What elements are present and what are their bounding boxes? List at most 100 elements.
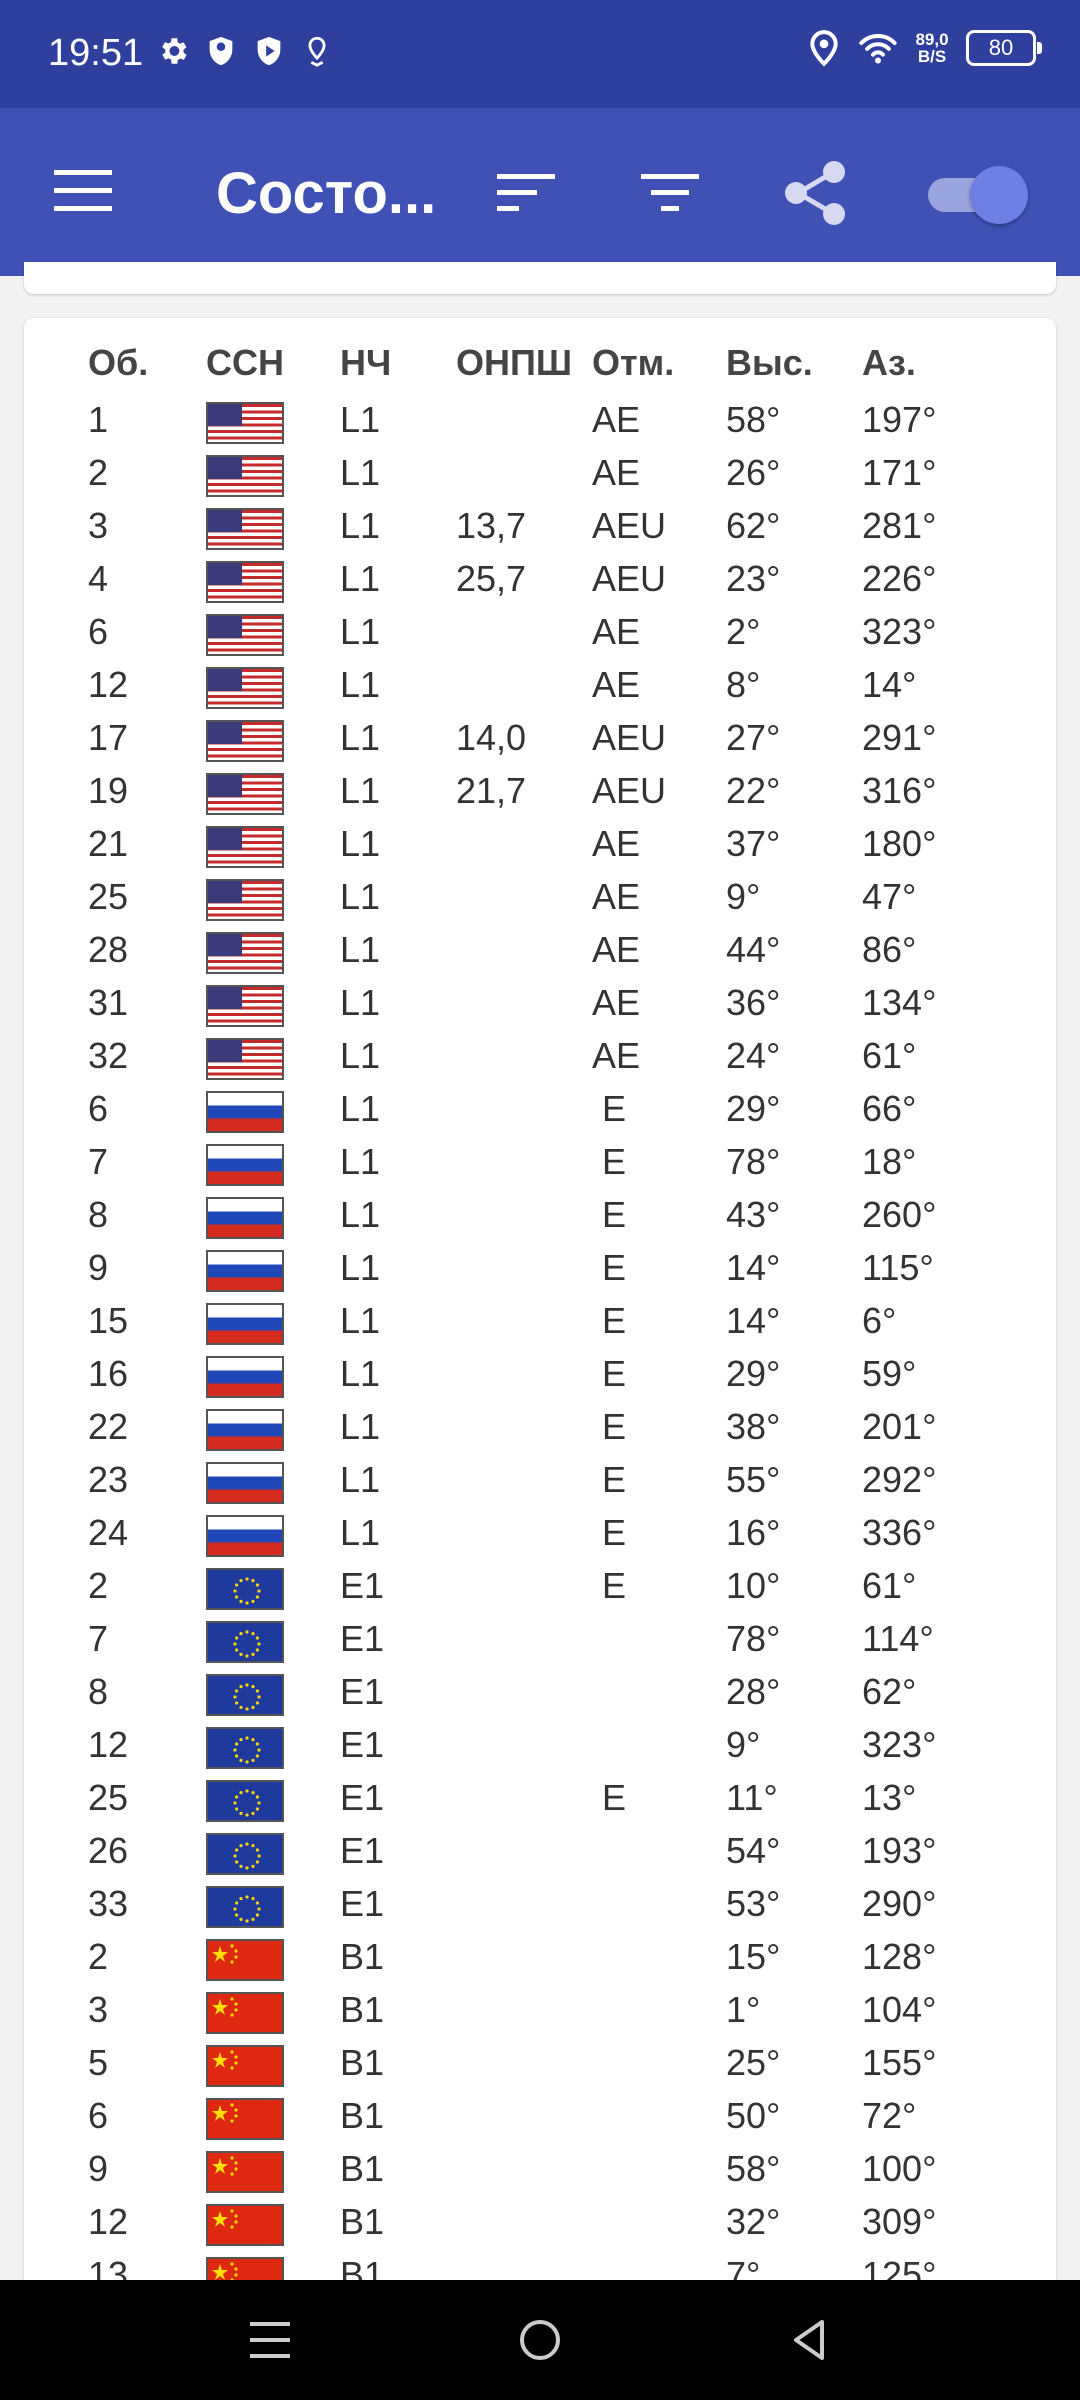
elevation: 22° xyxy=(726,770,781,811)
table-row[interactable]: 22 L1 E 38° 201° xyxy=(24,1402,1056,1455)
frequency-band: L1 xyxy=(340,929,381,970)
network-speed-unit: B/S xyxy=(917,47,947,66)
table-row[interactable]: 28 L1 AE 44° 86° xyxy=(24,925,1056,978)
recents-icon[interactable] xyxy=(244,2314,296,2366)
header-snr[interactable]: ОНПШ xyxy=(456,342,573,383)
eu-flag-icon xyxy=(206,1621,284,1663)
toggle-switch[interactable] xyxy=(924,166,1028,224)
shield-icon xyxy=(209,36,233,66)
table-row[interactable]: 32 L1 AE 24° 61° xyxy=(24,1031,1056,1084)
table-row[interactable]: 9 L1 E 14° 115° xyxy=(24,1243,1056,1296)
header-band[interactable]: НЧ xyxy=(340,342,392,383)
mark-flags: E xyxy=(602,1247,627,1288)
table-row[interactable]: 7 E1 78° 114° xyxy=(24,1614,1056,1667)
usa-flag-icon xyxy=(206,826,284,868)
mark-flags: AE xyxy=(592,929,641,970)
page-title: Состо... xyxy=(216,161,437,226)
table-row[interactable]: 4 L1 25,7 AEU 23° 226° xyxy=(24,554,1056,607)
table-row[interactable]: 24 L1 E 16° 336° xyxy=(24,1508,1056,1561)
table-row[interactable]: 26 E1 54° 193° xyxy=(24,1826,1056,1879)
table-row[interactable]: 25 L1 AE 9° 47° xyxy=(24,872,1056,925)
elevation: 27° xyxy=(726,717,781,758)
menu-icon[interactable] xyxy=(54,170,112,212)
mark-flags: AEU xyxy=(592,505,667,546)
usa-flag-icon xyxy=(206,614,284,656)
usa-flag-icon xyxy=(206,667,284,709)
elevation: 62° xyxy=(726,505,781,546)
satellite-number: 9 xyxy=(88,2148,109,2189)
satellite-status-card: Об. ССН НЧ ОНПШ Отм. Выс. Аз. 1 L1 AE 58° 197° 2 L1 AE… xyxy=(24,318,1056,2400)
azimuth: 61° xyxy=(862,1035,917,1076)
table-row[interactable]: 6 L1 AE 2° 323° xyxy=(24,607,1056,660)
azimuth: 201° xyxy=(862,1406,937,1447)
back-icon[interactable] xyxy=(784,2314,836,2366)
mark-flags: AEU xyxy=(592,717,667,758)
signal-noise: 25,7 xyxy=(456,558,527,599)
mark-flags: E xyxy=(602,1406,627,1447)
battery-icon: 80 xyxy=(966,30,1042,66)
azimuth: 323° xyxy=(862,611,937,652)
table-row[interactable]: 6 B1 50° 72° xyxy=(24,2091,1056,2144)
table-row[interactable]: 3 B1 1° 104° xyxy=(24,1985,1056,2038)
table-row[interactable]: 12 E1 9° 323° xyxy=(24,1720,1056,1773)
sort-icon[interactable] xyxy=(497,172,555,214)
table-row[interactable]: 16 L1 E 29° 59° xyxy=(24,1349,1056,1402)
table-row[interactable]: 2 E1 E 10° 61° xyxy=(24,1561,1056,1614)
frequency-band: L1 xyxy=(340,1035,381,1076)
table-row[interactable]: 8 E1 28° 62° xyxy=(24,1667,1056,1720)
table-row[interactable]: 5 B1 25° 155° xyxy=(24,2038,1056,2091)
satellite-number: 17 xyxy=(88,717,129,758)
header-azimuth[interactable]: Аз. xyxy=(862,342,916,383)
usa-flag-icon xyxy=(206,508,284,550)
table-row[interactable]: 33 E1 53° 290° xyxy=(24,1879,1056,1932)
frequency-band: L1 xyxy=(340,505,381,546)
azimuth: 197° xyxy=(862,399,937,440)
table-row[interactable]: 25 E1 E 11° 13° xyxy=(24,1773,1056,1826)
table-row[interactable]: 19 L1 21,7 AEU 22° 316° xyxy=(24,766,1056,819)
azimuth: 115° xyxy=(862,1247,934,1288)
table-row[interactable]: 2 L1 AE 26° 171° xyxy=(24,448,1056,501)
azimuth: 47° xyxy=(862,876,917,917)
frequency-band: B1 xyxy=(340,2042,385,2083)
header-mark[interactable]: Отм. xyxy=(592,342,675,383)
filter-icon[interactable] xyxy=(641,172,699,214)
elevation: 36° xyxy=(726,982,781,1023)
table-row[interactable]: 3 L1 13,7 AEU 62° 281° xyxy=(24,501,1056,554)
table-row[interactable]: 9 B1 58° 100° xyxy=(24,2144,1056,2197)
table-row[interactable]: 15 L1 E 14° 6° xyxy=(24,1296,1056,1349)
mark-flags: E xyxy=(602,1459,627,1500)
frequency-band: L1 xyxy=(340,1194,381,1235)
table-row[interactable]: 8 L1 E 43° 260° xyxy=(24,1190,1056,1243)
table-row[interactable]: 1 L1 AE 58° 197° xyxy=(24,395,1056,448)
table-row[interactable]: 2 B1 15° 128° xyxy=(24,1932,1056,1985)
network-speed: 89,0 B/S xyxy=(912,31,952,65)
table-row[interactable]: 21 L1 AE 37° 180° xyxy=(24,819,1056,872)
elevation: 58° xyxy=(726,399,781,440)
satellite-number: 1 xyxy=(88,399,109,440)
frequency-band: B1 xyxy=(340,1989,385,2030)
elevation: 25° xyxy=(726,2042,781,2083)
elevation: 29° xyxy=(726,1353,781,1394)
frequency-band: L1 xyxy=(340,1247,381,1288)
frequency-band: L1 xyxy=(340,1512,381,1553)
mark-flags: AEU xyxy=(592,558,667,599)
table-row[interactable]: 17 L1 14,0 AEU 27° 291° xyxy=(24,713,1056,766)
russia-flag-icon xyxy=(206,1144,284,1186)
home-icon[interactable] xyxy=(514,2314,566,2366)
satellite-number: 22 xyxy=(88,1406,129,1447)
russia-flag-icon xyxy=(206,1409,284,1451)
russia-flag-icon xyxy=(206,1197,284,1239)
table-row[interactable]: 7 L1 E 78° 18° xyxy=(24,1137,1056,1190)
share-icon[interactable] xyxy=(780,158,850,228)
table-row[interactable]: 12 B1 32° 309° xyxy=(24,2197,1056,2250)
table-row[interactable]: 23 L1 E 55° 292° xyxy=(24,1455,1056,1508)
table-row[interactable]: 12 L1 AE 8° 14° xyxy=(24,660,1056,713)
table-row[interactable]: 31 L1 AE 36° 134° xyxy=(24,978,1056,1031)
table-row[interactable]: 6 L1 E 29° 66° xyxy=(24,1084,1056,1137)
header-number[interactable]: Об. xyxy=(88,342,149,383)
header-system[interactable]: ССН xyxy=(206,342,284,383)
satellite-number: 9 xyxy=(88,1247,109,1288)
header-elevation[interactable]: Выс. xyxy=(726,342,813,383)
elevation: 24° xyxy=(726,1035,781,1076)
azimuth: 260° xyxy=(862,1194,937,1235)
